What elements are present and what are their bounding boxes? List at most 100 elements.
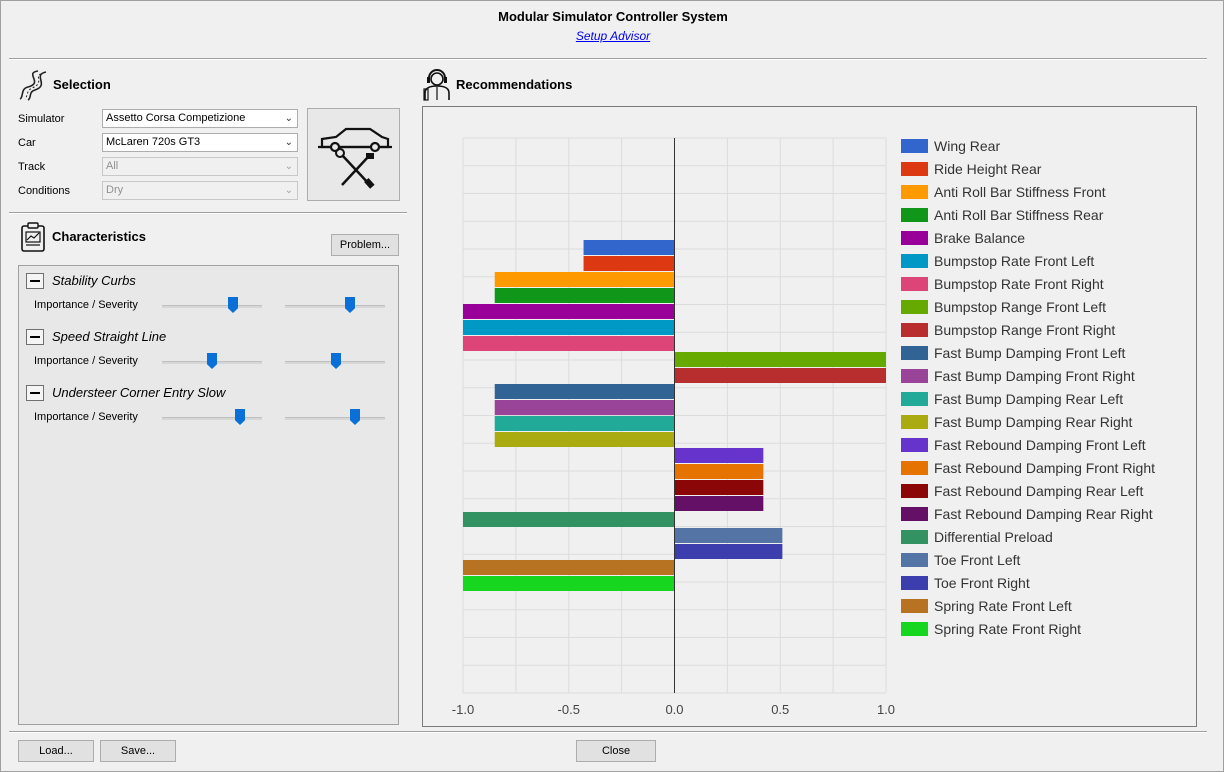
legend-swatch	[901, 208, 928, 222]
legend-label: Anti Roll Bar Stiffness Front	[934, 184, 1106, 200]
chart-bar	[463, 304, 675, 319]
legend-label: Spring Rate Front Left	[934, 598, 1072, 614]
chart-bar	[674, 448, 764, 463]
legend-swatch	[901, 576, 928, 590]
importance-severity-label: Importance / Severity	[34, 299, 138, 311]
chevron-down-icon: ⌄	[284, 161, 293, 172]
characteristics-title: Characteristics	[52, 229, 146, 244]
severity-slider[interactable]	[285, 351, 385, 371]
characteristics-panel: Stability Curbs Importance / Severity Sp…	[18, 265, 399, 725]
legend-label: Bumpstop Rate Front Left	[934, 253, 1095, 269]
chart-bar	[674, 352, 886, 367]
characteristic-item: Stability Curbs Importance / Severity	[19, 266, 398, 322]
slider-thumb[interactable]	[350, 409, 360, 425]
slider-thumb[interactable]	[331, 353, 341, 369]
legend-label: Fast Rebound Damping Rear Right	[934, 506, 1153, 522]
legend-swatch	[901, 346, 928, 360]
legend-label: Differential Preload	[934, 529, 1053, 545]
car-value: McLaren 720s GT3	[106, 136, 201, 148]
slider-thumb[interactable]	[345, 297, 355, 313]
selection-title: Selection	[53, 77, 111, 92]
close-button[interactable]: Close	[576, 740, 656, 762]
save-button[interactable]: Save...	[100, 740, 176, 762]
car-select[interactable]: McLaren 720s GT3 ⌄	[102, 133, 298, 152]
x-tick-label: 0.5	[771, 702, 789, 717]
x-tick-label: -0.5	[558, 702, 580, 717]
legend-label: Wing Rear	[934, 138, 1001, 154]
legend-swatch	[901, 162, 928, 176]
slider-thumb[interactable]	[207, 353, 217, 369]
chart-bar	[494, 416, 675, 431]
importance-slider[interactable]	[162, 351, 262, 371]
legend-swatch	[901, 231, 928, 245]
legend-swatch	[901, 392, 928, 406]
car-tools-icon	[318, 127, 392, 189]
legend-swatch	[901, 300, 928, 314]
legend-swatch	[901, 461, 928, 475]
chart-bar	[494, 272, 675, 287]
characteristic-name: Speed Straight Line	[52, 329, 167, 344]
legend-label: Toe Front Left	[934, 552, 1021, 568]
x-tick-label: 1.0	[877, 702, 895, 717]
chevron-down-icon: ⌄	[284, 113, 293, 124]
chart-bar	[583, 240, 675, 255]
chart-bar	[463, 512, 675, 527]
severity-slider[interactable]	[285, 407, 385, 427]
chart-bar	[494, 432, 675, 447]
characteristic-name: Stability Curbs	[52, 273, 136, 288]
legend-swatch	[901, 622, 928, 636]
legend-label: Spring Rate Front Right	[934, 621, 1082, 637]
remove-characteristic-button[interactable]	[26, 329, 44, 345]
characteristic-name: Understeer Corner Entry Slow	[52, 385, 226, 400]
remove-characteristic-button[interactable]	[26, 385, 44, 401]
legend-label: Fast Rebound Damping Rear Left	[934, 483, 1144, 499]
chart-bar	[463, 320, 675, 335]
legend-swatch	[901, 507, 928, 521]
slider-track	[162, 417, 262, 420]
legend-swatch	[901, 369, 928, 383]
remove-characteristic-button[interactable]	[26, 273, 44, 289]
legend-swatch	[901, 415, 928, 429]
title-divider	[9, 58, 1207, 60]
legend-swatch	[901, 323, 928, 337]
track-label: Track	[18, 161, 46, 173]
conditions-select[interactable]: Dry ⌄	[102, 181, 298, 200]
legend-label: Anti Roll Bar Stiffness Rear	[934, 207, 1104, 223]
chart-bar	[674, 496, 764, 511]
problem-button[interactable]: Problem...	[331, 234, 399, 256]
slider-thumb[interactable]	[235, 409, 245, 425]
chevron-down-icon: ⌄	[284, 137, 293, 148]
legend-swatch	[901, 254, 928, 268]
legend-swatch	[901, 438, 928, 452]
importance-severity-label: Importance / Severity	[34, 411, 138, 423]
track-select[interactable]: All ⌄	[102, 157, 298, 176]
slider-track	[285, 305, 385, 308]
window-title: Modular Simulator Controller System	[498, 9, 728, 24]
slider-track	[285, 417, 385, 420]
severity-slider[interactable]	[285, 295, 385, 315]
legend-label: Fast Bump Damping Rear Left	[934, 391, 1124, 407]
legend-label: Fast Bump Damping Front Left	[934, 345, 1126, 361]
legend-label: Fast Bump Damping Front Right	[934, 368, 1135, 384]
legend-label: Brake Balance	[934, 230, 1026, 246]
importance-slider[interactable]	[162, 407, 262, 427]
chart-bar	[463, 560, 675, 575]
setup-advisor-link[interactable]: Setup Advisor	[575, 29, 651, 43]
characteristic-item: Speed Straight Line Importance / Severit…	[19, 322, 398, 378]
importance-slider[interactable]	[162, 295, 262, 315]
legend-swatch	[901, 553, 928, 567]
chart-bar	[674, 528, 783, 543]
slider-track	[162, 305, 262, 308]
chart-bar	[463, 336, 675, 351]
chart-bar	[674, 480, 764, 495]
slider-thumb[interactable]	[228, 297, 238, 313]
load-button[interactable]: Load...	[18, 740, 94, 762]
simulator-label: Simulator	[18, 113, 65, 125]
legend-label: Bumpstop Range Front Left	[934, 299, 1106, 315]
clipboard-icon	[20, 222, 46, 252]
chart-bar	[674, 544, 783, 559]
conditions-value: Dry	[106, 184, 124, 196]
chart-bar	[494, 288, 675, 303]
simulator-select[interactable]: Assetto Corsa Competizione ⌄	[102, 109, 298, 128]
chart-bar	[674, 368, 886, 383]
